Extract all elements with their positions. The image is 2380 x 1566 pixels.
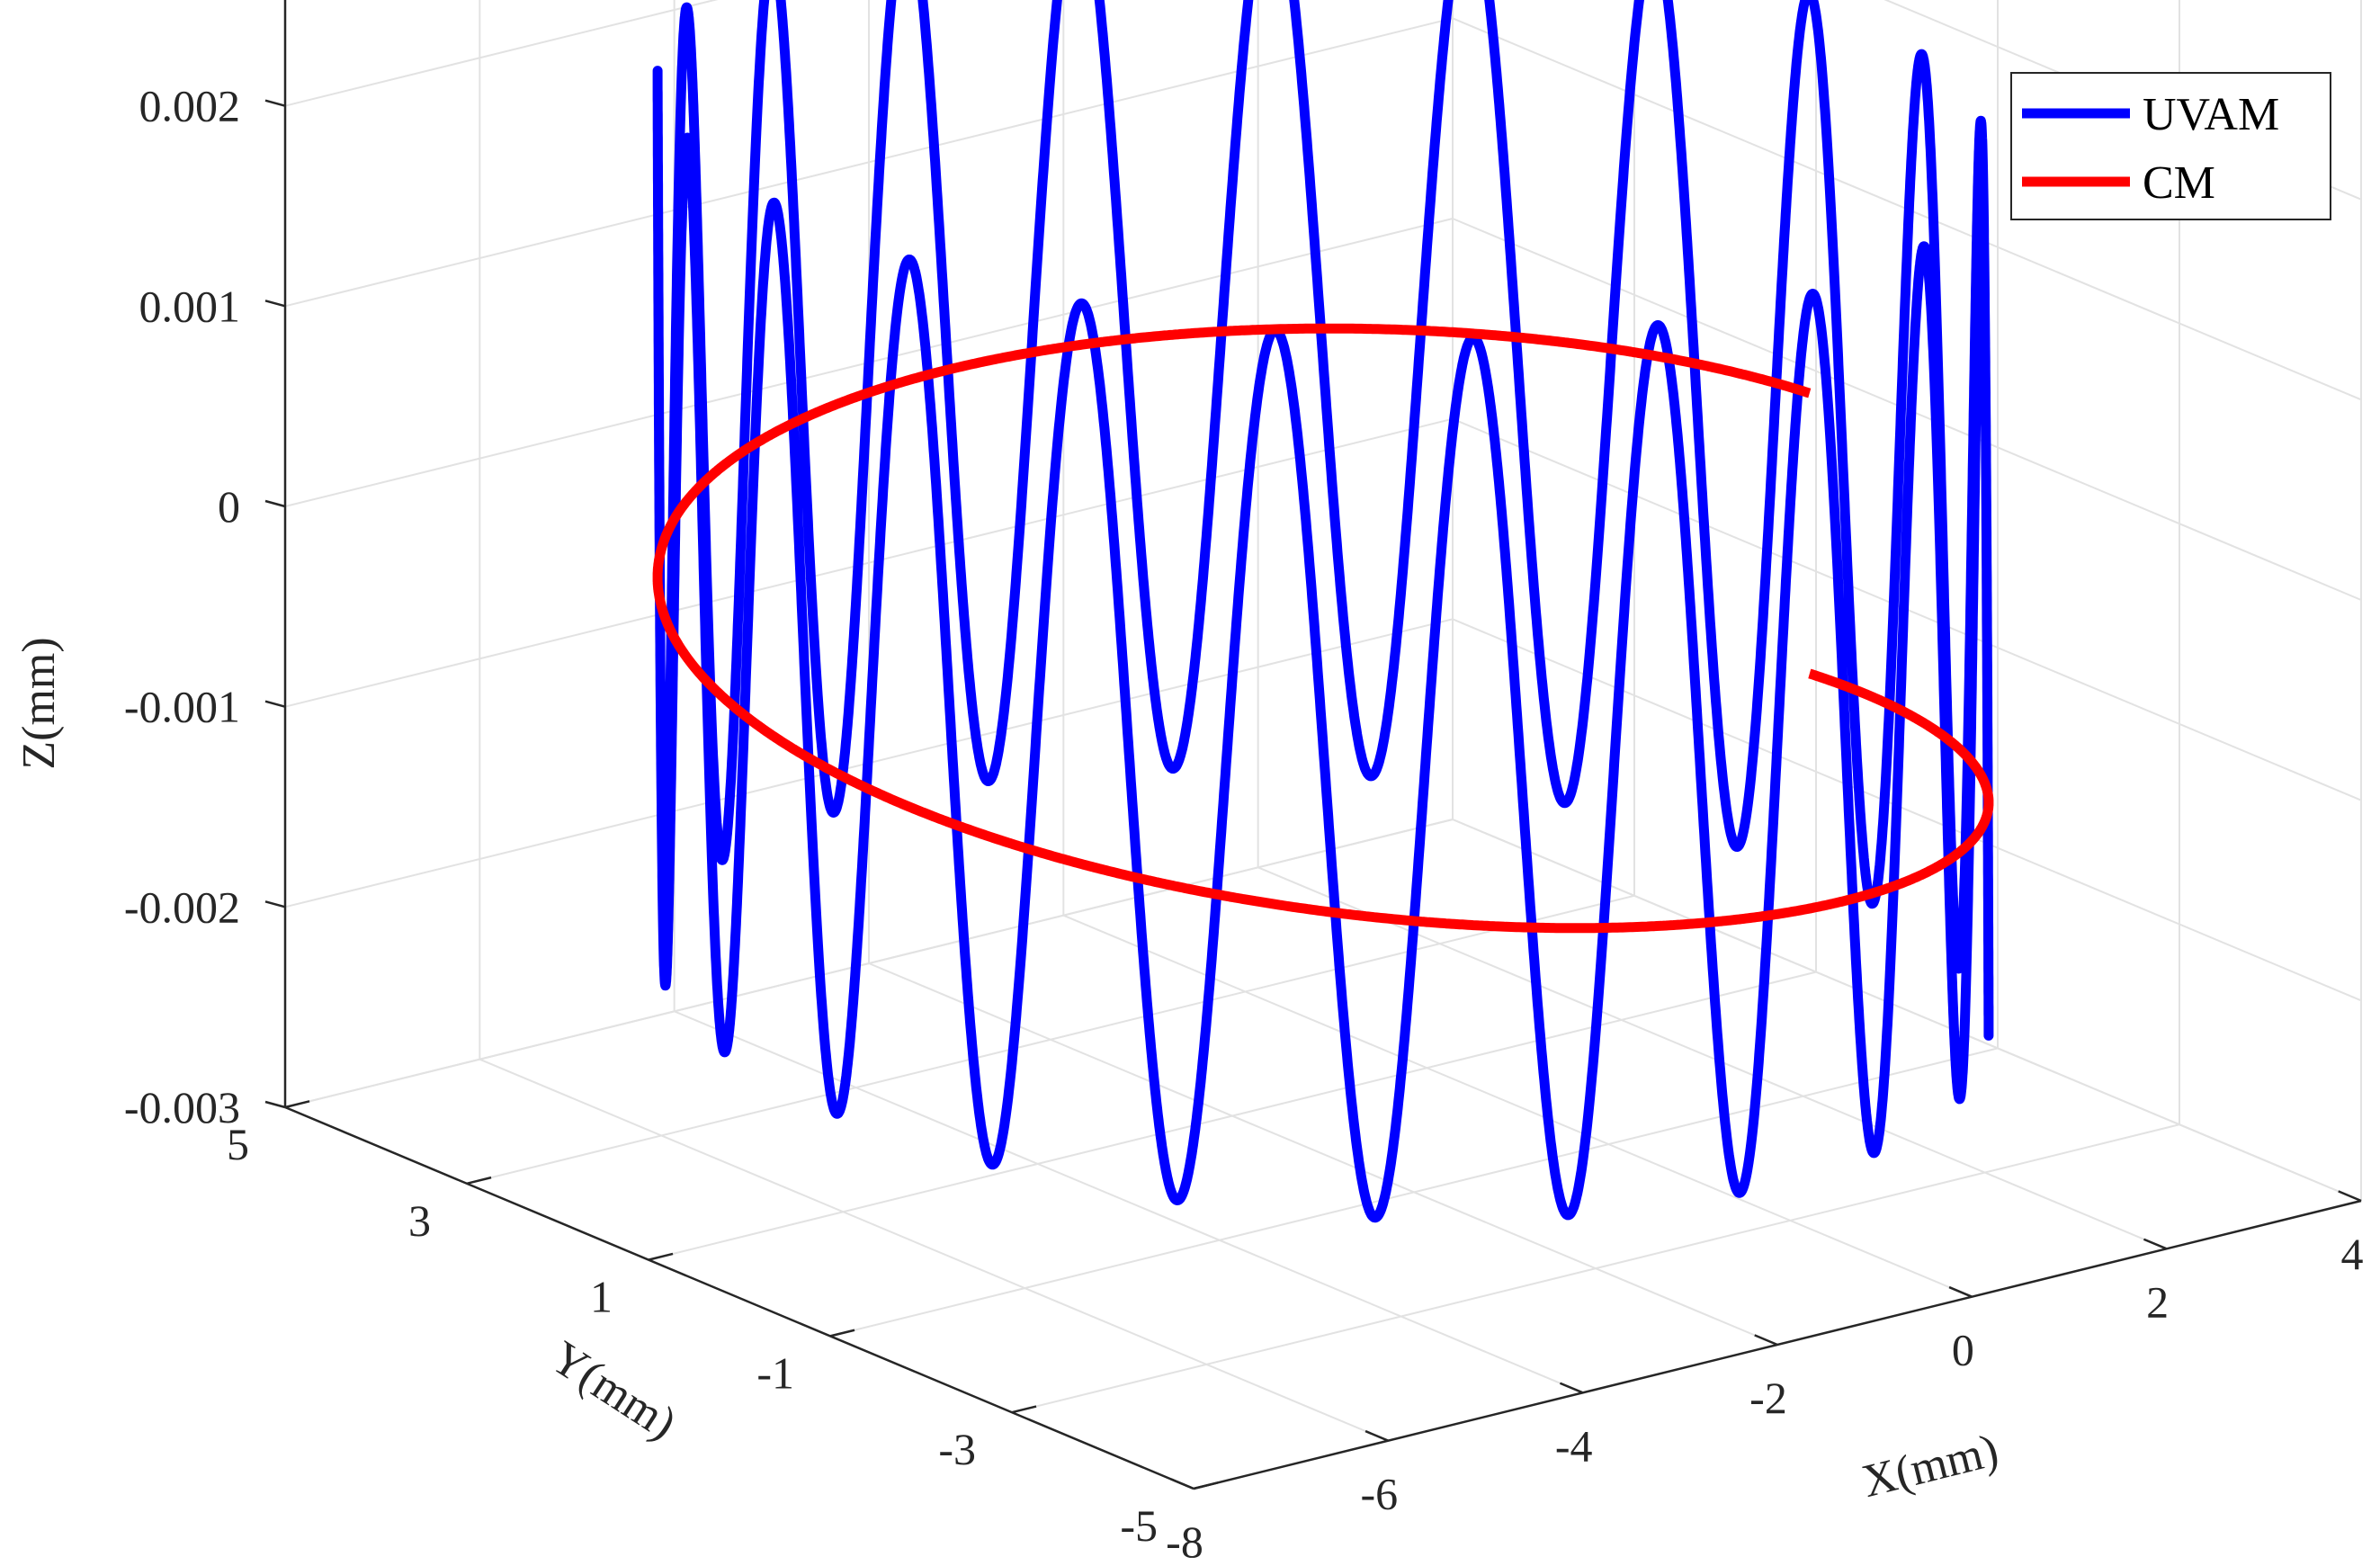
y-tick-mark	[648, 1252, 674, 1261]
y-tick-label: 3	[408, 1195, 431, 1246]
y-tick-mark	[1193, 1481, 1219, 1490]
x-tick-mark	[1559, 1382, 1584, 1394]
axes-layer: -8 -6 -4 -2 0 2 4 -5 -3 -1 1 3 5-0.003 -0.002 -0.001 0 0…	[13, 0, 2364, 1566]
series-cm-line	[652, 323, 1994, 934]
x-tick-label: 4	[2341, 1229, 2364, 1279]
x-tick-mark	[1170, 1478, 1194, 1490]
z-tick-label: 0.001	[139, 281, 241, 331]
z-tick-mark	[264, 99, 286, 107]
y-axis-line	[284, 1105, 1194, 1490]
x-tick-label: -2	[1749, 1373, 1787, 1423]
y-axis-label: Y(mm)	[541, 1332, 684, 1450]
x-tick-mark	[1364, 1429, 1389, 1442]
z-tick-mark	[264, 1100, 286, 1109]
z-tick-mark	[264, 499, 286, 508]
grid-line	[284, 417, 1454, 708]
legend-box	[2010, 72, 2331, 220]
y-tick-mark	[466, 1176, 492, 1186]
z-tick-label: -0.003	[124, 1082, 240, 1132]
x-axis-label: X(mm)	[1857, 1425, 2003, 1508]
y-tick-mark	[284, 1100, 310, 1109]
z-tick-mark	[264, 900, 286, 908]
z-tick-label: -0.001	[124, 682, 240, 732]
y-tick-label: -3	[938, 1424, 976, 1474]
grid-line	[648, 971, 1817, 1261]
grid-line	[1011, 1123, 2180, 1414]
legend: UVAM CM	[2010, 72, 2331, 220]
y-tick-label: 1	[590, 1272, 613, 1322]
grid-line	[868, 962, 1778, 1346]
grid-line	[284, 0, 719, 107]
grid-line	[479, 1058, 1389, 1442]
y-tick-label: -1	[756, 1347, 794, 1398]
series-layer	[652, 0, 1994, 1223]
z-tick-label: 0	[218, 481, 240, 532]
series-uvam-line	[652, 0, 1994, 1223]
z-tick-label: 0.002	[139, 81, 241, 131]
z-tick-mark	[264, 300, 286, 308]
z-axis-label: Z(mm)	[13, 637, 65, 769]
x-tick-mark	[2143, 1238, 2168, 1250]
x-tick-label: 0	[1952, 1325, 1974, 1375]
x-tick-mark	[2338, 1190, 2362, 1203]
y-tick-label: -5	[1120, 1500, 1158, 1551]
grid-line	[1452, 618, 2362, 1002]
x-tick-label: -8	[1166, 1517, 1203, 1566]
x-tick-mark	[1948, 1285, 1973, 1298]
legend-label-uvam: UVAM	[2143, 89, 2279, 140]
grid-line	[466, 894, 1635, 1185]
x-tick-label: -6	[1361, 1469, 1399, 1519]
x-tick-label: -4	[1555, 1420, 1593, 1471]
y-tick-label: 5	[227, 1119, 249, 1169]
z-tick-label: -0.002	[124, 881, 240, 932]
grid-line	[674, 1010, 1584, 1394]
x-tick-label: 2	[2146, 1276, 2169, 1327]
grid-line	[284, 819, 1454, 1108]
y-tick-mark	[1011, 1405, 1037, 1414]
grid-line	[829, 1047, 1999, 1338]
grid-line	[284, 17, 1454, 308]
x-tick-mark	[1754, 1334, 1778, 1347]
y-tick-mark	[829, 1329, 855, 1338]
z-tick-mark	[264, 700, 286, 708]
legend-label-cm: CM	[2143, 157, 2215, 209]
